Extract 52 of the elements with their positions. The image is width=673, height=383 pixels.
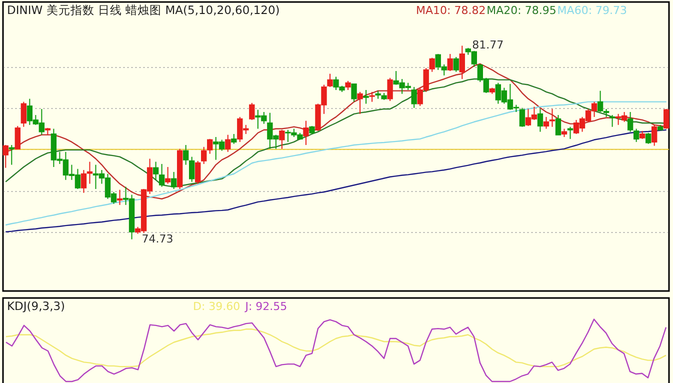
candlestick (182, 144, 189, 166)
candlestick (543, 116, 550, 130)
candlestick (170, 171, 177, 190)
annotation: 81.77 (472, 38, 504, 52)
annotation: 74.73 (142, 232, 174, 246)
candlestick (225, 134, 231, 152)
candlestick (207, 138, 213, 154)
candlestick (627, 111, 634, 132)
chart-title: KDJ(9,3,3) (7, 299, 66, 313)
candlestick (231, 133, 237, 144)
candlestick (411, 86, 417, 108)
candlestick (327, 73, 333, 88)
candlestick (116, 189, 123, 206)
candlestick (387, 77, 393, 102)
candlestick (249, 102, 255, 120)
text: MA20: 78.95 (486, 4, 556, 17)
candlestick (633, 128, 640, 142)
candlestick (351, 83, 357, 102)
candlestick (158, 163, 165, 188)
candlestick (519, 107, 526, 128)
candlestick (369, 91, 375, 102)
candlestick (549, 108, 556, 128)
series-label: D: 39.60 (193, 300, 240, 313)
candlestick (652, 124, 658, 146)
chart-title: DINIW 美元指数 日线 蜡烛图 MA(5,10,20,60,120) (7, 3, 280, 17)
candlestick (447, 53, 453, 72)
candlestick (537, 108, 544, 132)
candlestick (429, 57, 435, 72)
candlestick (645, 132, 652, 144)
candlestick (189, 156, 195, 182)
candlestick (459, 45, 465, 80)
text: MA10: 78.82 (416, 4, 486, 17)
candlestick (279, 129, 285, 150)
candlestick (8, 144, 14, 166)
candlestick (195, 160, 201, 184)
candlestick (2, 144, 8, 168)
candlestick (303, 120, 309, 146)
candlestick (201, 146, 207, 164)
candlestick (152, 161, 159, 180)
candlestick (664, 108, 670, 130)
candlestick (20, 101, 27, 128)
candlestick (345, 80, 351, 90)
text: MA60: 79.73 (557, 4, 628, 17)
candlestick (609, 114, 616, 128)
candlestick (357, 91, 363, 114)
series-label: J: 92.55 (244, 300, 288, 313)
candlestick (555, 114, 562, 136)
candlestick (567, 126, 574, 140)
candlestick (14, 126, 20, 150)
candlestick (453, 56, 459, 72)
candlestick (363, 89, 369, 104)
candlestick (164, 166, 171, 184)
